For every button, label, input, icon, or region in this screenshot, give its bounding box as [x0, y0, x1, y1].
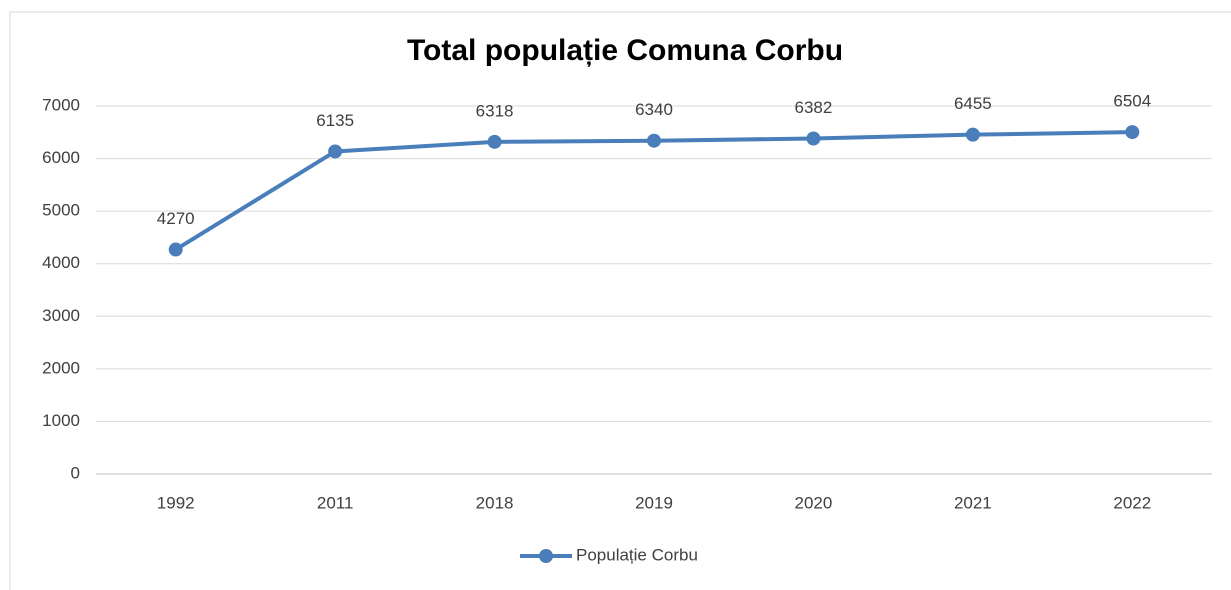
x-tick-label: 2018	[476, 493, 514, 512]
data-label: 6340	[635, 100, 673, 119]
x-tick-label: 2022	[1113, 493, 1151, 512]
data-point	[965, 127, 980, 142]
y-tick-label: 4000	[42, 253, 80, 272]
data-label: 6504	[1113, 92, 1151, 111]
legend-marker	[539, 549, 553, 563]
x-tick-label: 2011	[317, 493, 354, 512]
y-tick-label: 7000	[42, 95, 80, 114]
data-label: 6318	[476, 101, 514, 120]
x-tick-label: 1992	[157, 493, 195, 512]
data-label: 6382	[795, 98, 833, 117]
x-tick-label: 2019	[635, 493, 673, 512]
y-tick-label: 3000	[42, 306, 80, 325]
x-tick-label: 2021	[954, 493, 992, 512]
data-point	[1125, 125, 1140, 140]
chart-title: Total populație Comuna Corbu	[407, 34, 843, 67]
data-label: 4270	[157, 209, 195, 228]
y-tick-label: 5000	[42, 201, 80, 220]
data-label: 6135	[316, 111, 354, 130]
data-point	[328, 144, 343, 159]
data-point	[806, 131, 821, 146]
data-point	[168, 242, 183, 257]
data-point	[487, 134, 502, 149]
y-tick-label: 1000	[42, 411, 80, 430]
legend-label: Populație Corbu	[576, 545, 698, 564]
y-tick-label: 6000	[42, 148, 80, 167]
chart-border	[9, 11, 1231, 590]
data-point	[647, 133, 661, 148]
data-label: 6455	[954, 94, 992, 113]
x-tick-label: 2020	[795, 493, 833, 512]
y-tick-label: 2000	[42, 358, 80, 377]
y-tick-label: 0	[71, 463, 80, 482]
